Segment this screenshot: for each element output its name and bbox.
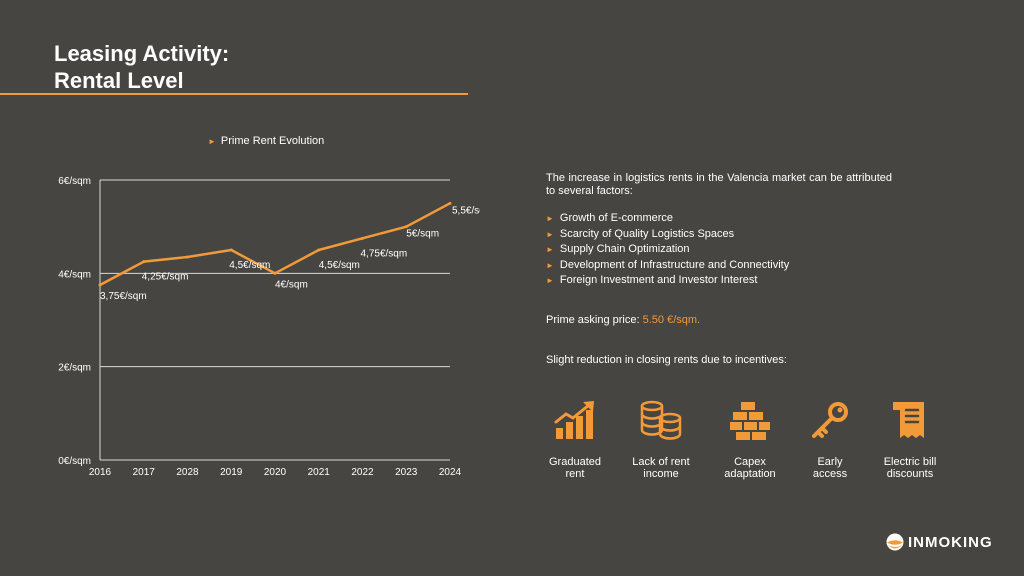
data-point: [317, 248, 321, 252]
bricks-icon: [730, 402, 770, 440]
data-label: 4,5€/sqm: [229, 260, 270, 271]
x-tick-label: 2016: [89, 467, 112, 478]
title-underline: [0, 93, 468, 95]
factor-list: ► Growth of E-commerce ► Scarcity of Quali…: [546, 212, 892, 290]
growth-chart-icon: [554, 401, 594, 439]
x-tick-label: 2017: [133, 467, 156, 478]
x-tick-label: 2028: [176, 467, 199, 478]
data-label: 4€/sqm: [275, 279, 308, 290]
incentive-lack-of-rent: Lack of rent income: [613, 400, 709, 480]
x-tick-label: 2019: [220, 467, 243, 478]
bill-icon: [893, 402, 924, 438]
chart-legend: ► Prime Rent Evolution: [208, 135, 324, 147]
y-tick-label: 4€/sqm: [58, 269, 91, 280]
x-tick-label: 2022: [351, 467, 374, 478]
data-label: 4,5€/sqm: [319, 260, 360, 271]
data-point: [142, 260, 146, 264]
x-tick-label: 2021: [308, 467, 331, 478]
data-point: [186, 255, 189, 259]
incentive-early-access: Early access: [782, 400, 878, 480]
data-point: [404, 225, 408, 229]
bullet-icon: ►: [546, 229, 554, 239]
x-tick-label: 2023: [395, 467, 418, 478]
incentive-graduated-rent: Graduated rent: [527, 400, 623, 480]
data-point: [448, 201, 452, 205]
y-tick-label: 6€/sqm: [58, 176, 91, 187]
title-line-1: Leasing Activity:: [54, 41, 230, 66]
data-point: [229, 248, 233, 252]
coins-icon: [640, 400, 682, 440]
intro-text: The increase in logistics rents in the V…: [546, 172, 892, 197]
prime-asking-price: Prime asking price: 5.50 €/sqm.: [546, 314, 701, 326]
data-label: 3,75€/sqm: [100, 291, 147, 302]
reduction-text: Slight reduction in closing rents due to…: [546, 354, 787, 366]
key-icon: [812, 402, 848, 438]
y-tick-label: 0€/sqm: [58, 456, 91, 467]
factor-item: ► Supply Chain Optimization: [546, 243, 690, 256]
y-tick-label: 2€/sqm: [58, 363, 91, 374]
inmoking-logo: INMOKING: [886, 533, 993, 551]
data-point: [98, 283, 102, 287]
rent-line-chart: 0€/sqm 2€/sqm 4€/sqm 6€/sqm 2016 2017 2028 2019…: [58, 176, 480, 478]
logo-text: INMOKING: [908, 533, 993, 551]
data-label: 4,75€/sqm: [361, 248, 408, 259]
bullet-icon: ►: [546, 276, 554, 286]
legend-marker-icon: ►: [208, 137, 216, 146]
incentive-electric-bill: Electric bill discounts: [862, 400, 958, 480]
data-label: 5,5€/sqm: [452, 205, 480, 216]
data-label: 5€/sqm: [406, 229, 439, 240]
bullet-icon: ►: [546, 214, 554, 223]
factor-item: ► Growth of E-commerce: [546, 212, 674, 224]
data-label: 4,25€/sqm: [142, 272, 189, 283]
price-value: 5.50 €/sqm.: [642, 314, 701, 326]
x-tick-label: 2020: [264, 467, 287, 478]
factor-item: ► Scarcity of Quality Logistics Spaces: [546, 227, 735, 240]
incentive-capex: Capex adaptation: [702, 400, 798, 480]
bullet-icon: ►: [546, 260, 554, 270]
page-title: Leasing Activity: Rental Level: [54, 40, 229, 94]
bullet-icon: ►: [546, 245, 554, 255]
logo-icon: [886, 533, 904, 551]
data-point: [273, 271, 277, 275]
legend-label: Prime Rent Evolution: [220, 135, 325, 147]
factor-item: ► Foreign Investment and Investor Interes…: [546, 274, 758, 287]
factor-item: ► Development of Infrastructure and Conne…: [546, 258, 790, 271]
data-point: [361, 236, 364, 240]
x-tick-label: 2024: [439, 467, 462, 478]
title-line-2: Rental Level: [54, 68, 184, 93]
